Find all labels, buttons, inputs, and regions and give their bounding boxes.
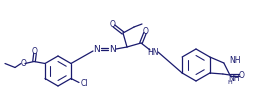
Text: O: O (32, 47, 38, 56)
Text: NH: NH (228, 73, 239, 82)
Text: O: O (143, 27, 149, 36)
Text: O: O (21, 59, 27, 68)
Text: N: N (94, 45, 100, 54)
Text: H: H (228, 79, 233, 84)
Text: O: O (110, 20, 116, 29)
Text: HN: HN (147, 48, 159, 56)
Text: NH: NH (229, 56, 240, 64)
Text: Cl: Cl (80, 79, 88, 88)
Text: O: O (239, 70, 245, 79)
Text: N: N (109, 45, 115, 54)
